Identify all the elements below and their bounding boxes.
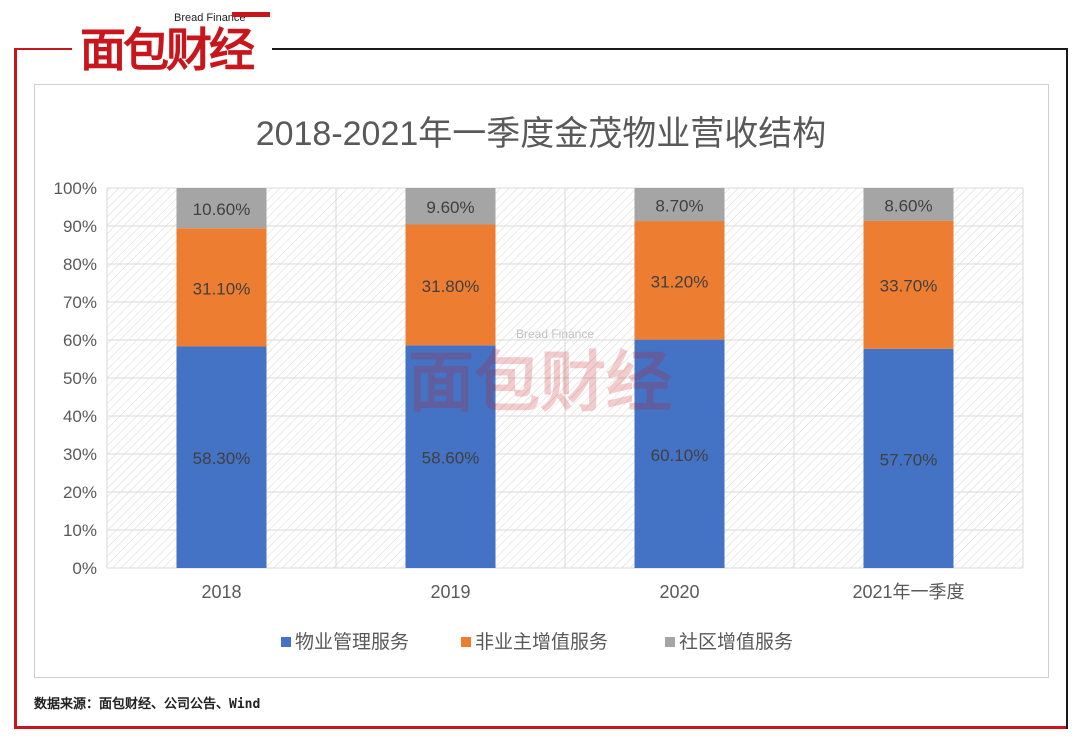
x-tick-label: 2021年一季度 (852, 582, 964, 602)
frame-red-bottom (14, 726, 1066, 729)
bar-segment (863, 220, 954, 349)
chart-container: 2018-2021年一季度金茂物业营收结构 0% 10% 20% 30% 40% 50% 6… (34, 84, 1049, 678)
y-tick-label: 50% (63, 369, 97, 388)
legend-label: 非业主增值服务 (475, 631, 608, 653)
legend-swatch (281, 637, 291, 647)
bar-data-label: 8.70% (655, 197, 703, 216)
chart-title: 2018-2021年一季度金茂物业营收结构 (256, 115, 827, 153)
bar-segment (176, 228, 267, 347)
frame-red-left (14, 48, 17, 728)
bar-data-label: 8.60% (884, 196, 932, 215)
frame-black-top (272, 48, 1068, 50)
y-tick-label: 40% (63, 407, 97, 426)
frame-red-top (14, 48, 72, 50)
bar-segment (863, 348, 954, 568)
bar-segment (634, 339, 725, 568)
bar-data-label: 31.20% (651, 272, 709, 291)
bar-segment (405, 224, 496, 346)
logo-subtitle: Bread Finance (174, 12, 246, 24)
bar-segment (176, 346, 267, 568)
x-tick-label: 2020 (659, 582, 699, 602)
bar-data-label: 9.60% (426, 198, 474, 217)
y-tick-label: 10% (63, 521, 97, 540)
watermark-logo: 面包财经 (408, 345, 672, 419)
logo-accent-bar (232, 12, 270, 17)
bar-data-label: 58.60% (422, 449, 480, 468)
legend-label: 社区增值服务 (679, 631, 793, 653)
bar-data-label: 60.10% (651, 446, 709, 465)
legend-label: 物业管理服务 (295, 631, 409, 653)
y-tick-label: 30% (63, 445, 97, 464)
bar-segment (863, 188, 954, 221)
bar-data-label: 33.70% (880, 277, 938, 296)
legend-swatch (665, 637, 675, 647)
y-tick-label: 0% (72, 559, 97, 578)
bar-segment (634, 221, 725, 340)
bar-segment (405, 188, 496, 225)
y-tick-label: 60% (63, 331, 97, 350)
x-tick-label: 2018 (201, 582, 241, 602)
source-note: 数据来源：面包财经、公司公告、Wind (34, 697, 261, 712)
y-tick-label: 80% (63, 255, 97, 274)
bar-data-label: 10.60% (193, 200, 251, 219)
y-tick-label: 100% (54, 179, 97, 198)
logo-title: 面包财经 (80, 23, 255, 77)
bar-data-label: 57.70% (880, 450, 938, 469)
watermark-subtitle: Bread Finance (516, 327, 594, 341)
bar-data-label: 58.30% (193, 449, 251, 468)
bar-segment (634, 188, 725, 222)
stacked-bar-chart: 2018-2021年一季度金茂物业营收结构 0% 10% 20% 30% 40% 50% 6… (54, 115, 1024, 653)
y-tick-label: 70% (63, 293, 97, 312)
legend-swatch (461, 637, 471, 647)
bar-data-label: 31.80% (422, 277, 480, 296)
y-tick-label: 90% (63, 217, 97, 236)
x-tick-label: 2019 (430, 582, 470, 602)
bar-data-label: 31.10% (193, 279, 251, 298)
bar-segment (405, 345, 496, 568)
frame-black-right (1066, 48, 1068, 729)
y-tick-label: 20% (63, 483, 97, 502)
bar-segment (176, 188, 267, 229)
